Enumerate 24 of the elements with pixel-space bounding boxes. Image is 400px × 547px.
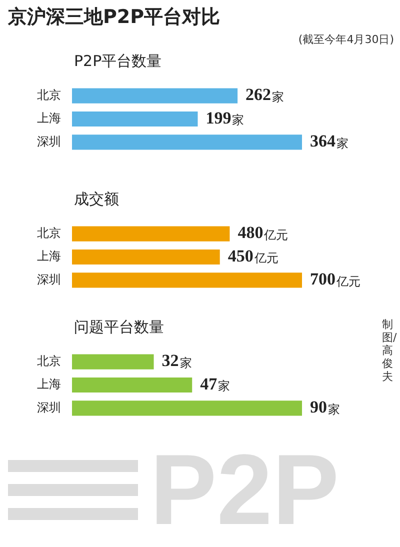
data-label: 262家 — [246, 85, 284, 104]
y-tick-label: 北京 — [37, 354, 61, 368]
y-tick-label: 上海 — [37, 111, 61, 126]
data-label: 90家 — [310, 398, 340, 417]
data-label: 364家 — [310, 132, 348, 151]
data-label: 700亿元 — [310, 270, 360, 289]
text: 京沪深三地P2P平台对比 — [8, 5, 220, 30]
y-tick-label: 深圳 — [37, 134, 61, 148]
text: 制图/高俊夫 — [382, 318, 397, 383]
data-label: 450亿元 — [228, 246, 278, 266]
text: (截至今年4月30日) — [298, 32, 394, 47]
data-label: 47家 — [200, 374, 230, 394]
chart-title: 问题平台数量 — [74, 318, 164, 337]
y-tick-label: 深圳 — [37, 272, 61, 286]
y-tick-label: 北京 — [37, 88, 61, 102]
chart-title: 成交额 — [74, 190, 119, 209]
y-tick-label: 北京 — [37, 226, 61, 240]
chart-title: P2P平台数量 — [74, 52, 162, 71]
y-tick-label: 深圳 — [37, 400, 61, 414]
y-tick-label: 上海 — [37, 249, 61, 264]
data-label: 480亿元 — [238, 223, 288, 242]
data-label: 32家 — [162, 351, 192, 370]
y-tick-label: 上海 — [37, 377, 61, 392]
data-label: 199家 — [206, 108, 244, 128]
